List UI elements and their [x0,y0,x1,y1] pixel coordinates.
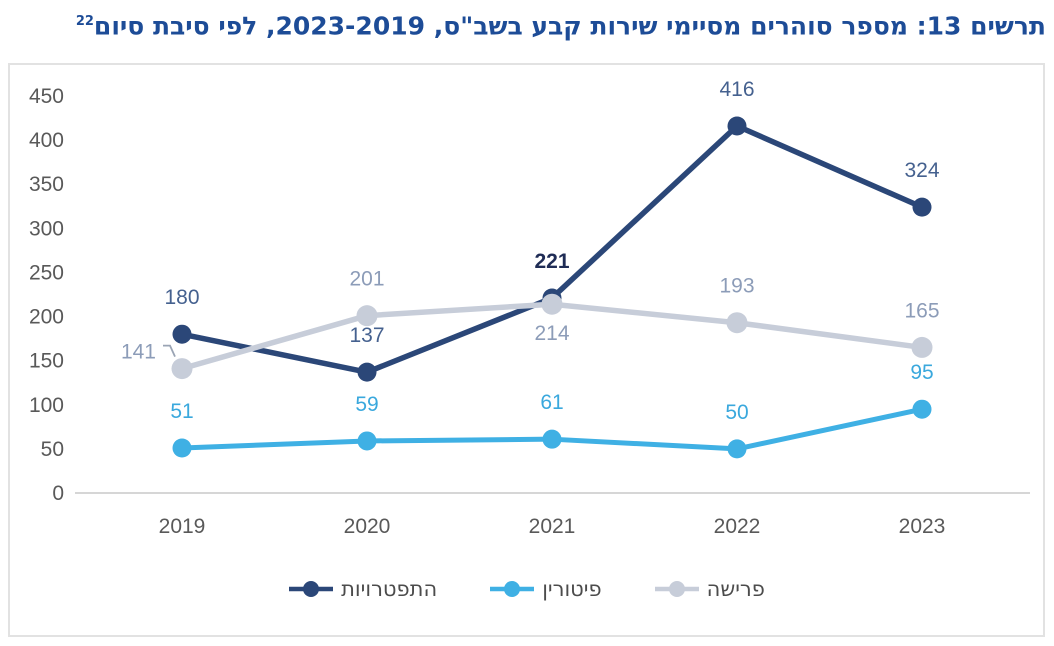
y-tick-label: 50 [41,438,64,461]
x-tick-label: 2019 [159,515,206,538]
data-point [356,305,378,327]
data-point [911,336,933,358]
data-label: 201 [349,268,384,291]
label-leader-line [163,344,176,357]
legend-marker-icon [654,581,699,597]
footnote-ref-22: 22 [75,14,94,29]
y-tick-label: 400 [29,129,64,152]
y-tick-label: 350 [29,173,64,196]
y-tick-label: 0 [52,482,64,505]
data-label: 324 [904,159,939,182]
legend-marker-icon [490,581,535,597]
data-point [357,431,377,451]
data-point [542,429,562,449]
x-tick-label: 2020 [344,515,391,538]
data-label: 221 [534,250,569,273]
legend-label: פיטורין [542,577,602,601]
chart-title: תרשים 13: מספר סוהרים מסיימי שירות קבע ב… [8,5,1046,43]
y-tick-label: 150 [29,350,64,373]
data-label: 180 [164,286,199,309]
data-point [172,438,192,458]
y-tick-label: 300 [29,217,64,240]
data-label: 141 [121,341,156,364]
data-point [726,312,748,334]
legend-item-1: פיטורין [489,577,602,601]
legend-item-2: פרישה [654,577,765,601]
data-point [172,324,192,344]
legend-marker-icon [289,581,334,597]
data-point [727,439,747,459]
data-label: 95 [910,361,933,384]
data-label: 193 [719,275,754,298]
y-tick-label: 200 [29,306,64,329]
data-label: 165 [904,299,939,322]
data-label: 59 [355,393,378,416]
y-tick-label: 450 [29,85,64,108]
data-point [171,358,193,380]
x-tick-label: 2023 [899,515,946,538]
data-point [541,293,563,315]
data-label: 416 [719,78,754,101]
x-tick-label: 2022 [714,515,761,538]
legend-label: פרישה [706,577,765,601]
legend-label: התפטרויות [341,577,438,601]
data-label: 137 [349,324,384,347]
y-tick-label: 250 [29,261,64,284]
data-label: 51 [170,400,193,423]
data-point [912,197,932,217]
y-tick-label: 100 [29,394,64,417]
data-point [357,362,377,382]
data-label: 61 [540,391,563,414]
data-point [727,116,747,136]
legend-item-0: התפטרויות [288,577,437,601]
data-label: 50 [725,401,748,424]
x-tick-label: 2021 [529,515,576,538]
data-point [912,399,932,419]
chart-area: 0 50 100 150 200 250 300 350 400 450 2019 2020 2021 2… [8,63,1045,637]
data-label: 214 [534,322,569,345]
chart-legend: התפטרויות פיטורין פרישה [10,571,1043,607]
line-chart: 0 50 100 150 200 250 300 350 400 450 2019 2020 2021 2… [29,78,1030,538]
chart-title-text: תרשים 13: מספר סוהרים מסיימי שירות קבע ב… [93,11,1046,41]
